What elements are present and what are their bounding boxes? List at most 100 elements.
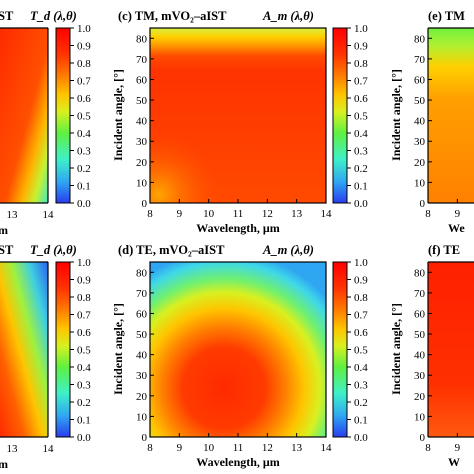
cbar-tick-label: 0.8	[354, 292, 368, 304]
cbar-tick-label: 1.0	[354, 23, 368, 35]
y-tick-label: 30	[414, 370, 426, 382]
xtick-b-13: 13	[7, 443, 19, 455]
y-tick-label: 80	[136, 267, 148, 279]
cbar-tick-label: 0.2	[77, 397, 91, 409]
xtick-a-13: 13	[7, 209, 19, 221]
cbar-tick-label: 0.9	[354, 41, 368, 53]
cbar-tick-label: 0.8	[77, 58, 91, 70]
cbar-label-a: T_d (λ,θ)	[30, 9, 77, 23]
heatmap-d	[150, 262, 326, 437]
cbar-tick-label: 0.2	[354, 163, 368, 175]
x-tick-label: 13	[291, 208, 303, 220]
x-tick-label: 10	[203, 208, 215, 220]
y-tick-label: 0	[142, 198, 148, 210]
y-tick-label: 40	[136, 350, 148, 362]
heatmap-b	[0, 262, 48, 437]
cbar-tick-label: 0.6	[77, 93, 91, 105]
title-e: (e) TM	[428, 9, 465, 23]
cbar-tick-label: 0.9	[354, 275, 368, 287]
cbar-tick-label: 0.8	[354, 58, 368, 70]
y-tick-label: 50	[414, 95, 426, 107]
cbar-tick-label: 0.6	[354, 93, 368, 105]
xlabel-d: Wavelength, μm	[196, 455, 279, 469]
cbar-tick-label: 0.5	[77, 345, 91, 357]
y-tick-label: 50	[414, 329, 426, 341]
x-tick-label: 12	[262, 208, 273, 220]
xlabel-f: W	[448, 455, 460, 469]
cbar-tick-label: 0.2	[77, 163, 91, 175]
y-tick-label: 30	[414, 136, 426, 148]
cbar-label-b: T_d (λ,θ)	[30, 243, 77, 257]
title-b: ST	[0, 243, 14, 257]
x-tick-label: 11	[233, 442, 244, 454]
cbar-tick-label: 0.0	[354, 432, 368, 444]
y-tick-label: 50	[136, 329, 148, 341]
cbar-tick-label: 0.4	[354, 128, 368, 140]
y-tick-label: 30	[136, 370, 148, 382]
cbar-tick-label: 1.0	[354, 257, 368, 269]
x-tick-label: 14	[321, 208, 333, 220]
cbar-label-c: A_m (λ,θ)	[262, 9, 314, 23]
colorbar-a: 0.0 0.1 0.2 0.3 0.4 0.5 0.6 0.7 0.8 0.9 1.0	[55, 23, 91, 210]
cbar-tick-label: 0.8	[77, 292, 91, 304]
cbar-tick-label: 1.0	[77, 257, 91, 269]
y-tick-label: 80	[136, 33, 148, 45]
panel-e: (e) TM 0 10 20 30 40 50 60 70 80 8 9 We Incident a…	[389, 9, 474, 235]
xtick-b-14: 14	[43, 443, 55, 455]
panel-d: (d) TE, mVO₂–aIST A_m (λ,θ) 8 9 10 11 12 13 14…	[111, 243, 368, 469]
x-tick-label: 9	[455, 208, 461, 220]
x-tick-label: 14	[321, 442, 333, 454]
cbar-tick-label: 0.3	[77, 380, 91, 392]
y-tick-label: 10	[136, 411, 148, 423]
panel-b: ST 13 14 m T_d (λ,θ) 0.00.10.20.30.40.50…	[0, 243, 91, 471]
y-tick-label: 60	[136, 308, 148, 320]
y-tick-label: 60	[136, 74, 148, 86]
y-tick-label: 20	[414, 391, 426, 403]
y-tick-label: 60	[414, 74, 426, 86]
y-tick-label: 20	[136, 391, 148, 403]
title-d: (d) TE, mVO₂–aIST	[118, 243, 225, 257]
heatmap-f	[428, 262, 474, 437]
cbar-tick-label: 0.5	[354, 345, 368, 357]
cbar-tick-label: 0.5	[77, 111, 91, 123]
xlabel-e: We	[448, 221, 465, 235]
y-tick-label: 50	[136, 95, 148, 107]
cbar-tick-label: 0.6	[354, 327, 368, 339]
y-tick-label: 10	[414, 411, 426, 423]
x-tick-label: 13	[291, 442, 303, 454]
y-tick-label: 40	[136, 116, 148, 128]
colorbar-d: 0.0 0.1 0.2 0.3 0.4 0.5 0.6 0.7 0.8 0.9 1.0	[332, 257, 368, 444]
cbar-tick-label: 0.0	[354, 198, 368, 210]
title-f: (f) TE	[428, 243, 460, 257]
cbar-tick-label: 0.3	[77, 146, 91, 158]
x-tick-label: 9	[455, 442, 461, 454]
cbar-tick-label: 0.3	[354, 146, 368, 158]
panel-c: (c) TM, mVO₂–aIST A_m (λ,θ) 8 9 10 11 12 13 14…	[111, 9, 368, 235]
x-tick-label: 8	[147, 442, 153, 454]
y-tick-label: 30	[136, 136, 148, 148]
cbar-tick-label: 0.4	[77, 362, 91, 374]
cbar-tick-label: 0.7	[354, 310, 368, 322]
y-tick-label: 10	[136, 177, 148, 189]
xlabel-c: Wavelength, μm	[196, 221, 279, 235]
cbar-tick-label: 0.3	[354, 380, 368, 392]
panel-a: ST 13 14 m T_d (λ,θ) 0.00.10.20.30.40.50…	[0, 9, 91, 237]
xlabel-b: m	[0, 457, 8, 471]
cbar-tick-label: 0.7	[77, 310, 91, 322]
y-tick-label: 60	[414, 308, 426, 320]
ylabel-c: Incident angle, [°]	[111, 69, 125, 161]
heatmap-c-overlay	[150, 28, 326, 203]
cbar-label-d: A_m (λ,θ)	[262, 243, 314, 257]
y-tick-label: 80	[414, 267, 426, 279]
ylabel-f: Incident angle, [°]	[389, 303, 403, 395]
cbar-tick-label: 0.5	[354, 111, 368, 123]
y-tick-label: 70	[414, 54, 426, 66]
y-tick-label: 10	[414, 177, 426, 189]
y-tick-label: 0	[142, 432, 148, 444]
cbar-tick-label: 0.7	[77, 76, 91, 88]
x-tick-label: 9	[177, 208, 183, 220]
y-tick-label: 40	[414, 350, 426, 362]
cbar-tick-label: 0.4	[354, 362, 368, 374]
cbar-tick-label: 0.6	[77, 327, 91, 339]
